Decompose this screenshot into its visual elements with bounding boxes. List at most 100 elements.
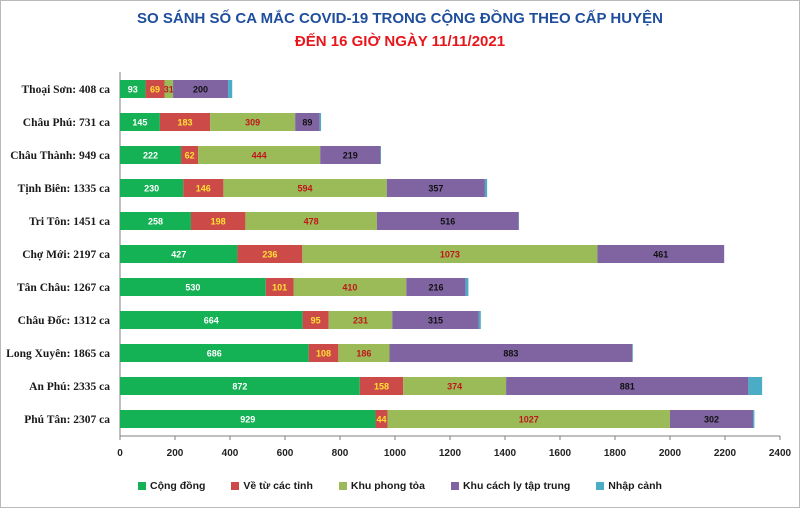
category-label: Châu Đốc: 1312 ca <box>18 314 111 327</box>
bar-segment <box>159 113 211 131</box>
data-label: 198 <box>211 217 226 227</box>
data-label: 461 <box>653 250 668 260</box>
data-label: 145 <box>132 118 147 128</box>
bar-segment <box>181 146 199 164</box>
data-label: 62 <box>185 151 195 161</box>
data-label: 258 <box>148 217 163 227</box>
bar-segment <box>293 278 407 296</box>
legend-label: Khu phong tỏa <box>350 480 425 492</box>
bar-segment <box>198 146 321 164</box>
legend: Cộng đồng Về từ các tỉnh Khu phong tỏa Khu … <box>0 478 800 494</box>
data-label: 216 <box>428 283 443 293</box>
x-tick-label: 0 <box>117 448 123 459</box>
legend-item: Khu cách ly tập trung <box>450 478 570 494</box>
data-label: 929 <box>240 415 255 425</box>
bar-segment <box>392 311 479 329</box>
bar-segment <box>386 179 485 197</box>
stacked-bar-chart: 0 200 400 600 800 1000 1200 1400 1600 1800 2000 220… <box>6 72 792 459</box>
category-label: Châu Thành: 949 ca <box>10 150 110 162</box>
data-label: 530 <box>185 283 200 293</box>
bar-segment <box>308 344 339 362</box>
data-label: 95 <box>311 316 321 326</box>
category-label: Thoại Sơn: 408 ca <box>22 84 111 96</box>
data-label: 872 <box>232 382 247 392</box>
x-tick-label: 1000 <box>384 448 407 459</box>
x-tick-label: 2400 <box>769 448 792 459</box>
data-label: 1027 <box>519 415 539 425</box>
category-label: Phú Tân: 2307 ca <box>24 414 110 426</box>
data-label: 93 <box>128 85 138 95</box>
bar-segment <box>183 179 224 197</box>
bar-segment <box>632 344 633 362</box>
category-label: Chợ Mới: 2197 ca <box>22 249 110 261</box>
bar-segment <box>120 146 182 164</box>
legend-swatch <box>338 482 347 490</box>
bar-segment <box>302 311 329 329</box>
data-label: 302 <box>704 415 719 425</box>
data-label: 146 <box>196 184 211 194</box>
data-label: 357 <box>428 184 443 194</box>
bar-segment <box>190 212 246 230</box>
bar-segment <box>164 80 174 98</box>
category-label: Tri Tôn: 1451 ca <box>29 216 110 228</box>
bar-segment <box>484 179 488 197</box>
data-label: 881 <box>620 382 635 392</box>
bar-segment <box>120 344 309 362</box>
data-label: 31 <box>164 85 174 95</box>
data-label: 89 <box>302 118 312 128</box>
data-label: 230 <box>144 184 159 194</box>
data-label: 309 <box>245 118 260 128</box>
legend-swatch <box>138 482 146 490</box>
legend-label: Về từ các tỉnh <box>243 480 313 492</box>
data-label: 231 <box>353 316 368 326</box>
bar-segment <box>376 212 519 230</box>
bar-segment <box>302 245 598 263</box>
data-label: 158 <box>374 382 389 392</box>
chart-title: SO SÁNH SỐ CA MẮC COVID-19 TRONG CỘNG ĐỒ… <box>137 10 663 27</box>
bar-segment <box>375 410 388 428</box>
bar-segment <box>265 278 294 296</box>
bar-segment <box>406 278 466 296</box>
data-label: 686 <box>207 349 222 359</box>
data-label: 478 <box>304 217 319 227</box>
data-label: 219 <box>343 151 358 161</box>
bar-segment <box>173 80 229 98</box>
bar-segment <box>223 179 387 197</box>
data-label: 1073 <box>440 250 460 260</box>
bar-segment <box>597 245 725 263</box>
bar-segment <box>210 113 296 131</box>
bar-segment <box>506 377 749 395</box>
x-tick-label: 400 <box>222 448 239 459</box>
bar-segment <box>380 146 381 164</box>
data-label: 664 <box>204 316 219 326</box>
bar-segment <box>328 311 393 329</box>
data-label: 186 <box>356 349 371 359</box>
bar-segment <box>387 410 670 428</box>
x-tick-label: 800 <box>332 448 349 459</box>
data-label: 444 <box>252 151 267 161</box>
bar-segment <box>320 146 381 164</box>
data-label: 236 <box>262 250 277 260</box>
data-label: 69 <box>150 85 160 95</box>
category-label: Tịnh Biên: 1335 ca <box>18 183 111 195</box>
bar-segment <box>120 311 303 329</box>
legend-item: Khu phong tỏa <box>338 478 425 494</box>
data-label: 594 <box>298 184 313 194</box>
legend-label: Nhập cảnh <box>608 480 662 492</box>
bar-segment <box>228 80 233 98</box>
legend-swatch <box>231 482 240 490</box>
legend-swatch <box>596 482 605 490</box>
bar-segment <box>120 410 376 428</box>
data-label: 101 <box>272 283 287 293</box>
bar-segment <box>295 113 320 131</box>
category-label: Long Xuyên: 1865 ca <box>6 348 110 360</box>
bar-segment <box>120 212 191 230</box>
bar-segment <box>670 410 754 428</box>
bar-segment <box>120 278 266 296</box>
category-label: Châu Phú: 731 ca <box>23 117 110 129</box>
data-label: 108 <box>316 349 331 359</box>
x-tick-label: 1800 <box>604 448 627 459</box>
legend-item: Cộng đồng <box>138 478 205 494</box>
x-tick-label: 1600 <box>549 448 572 459</box>
bar-segment <box>359 377 404 395</box>
